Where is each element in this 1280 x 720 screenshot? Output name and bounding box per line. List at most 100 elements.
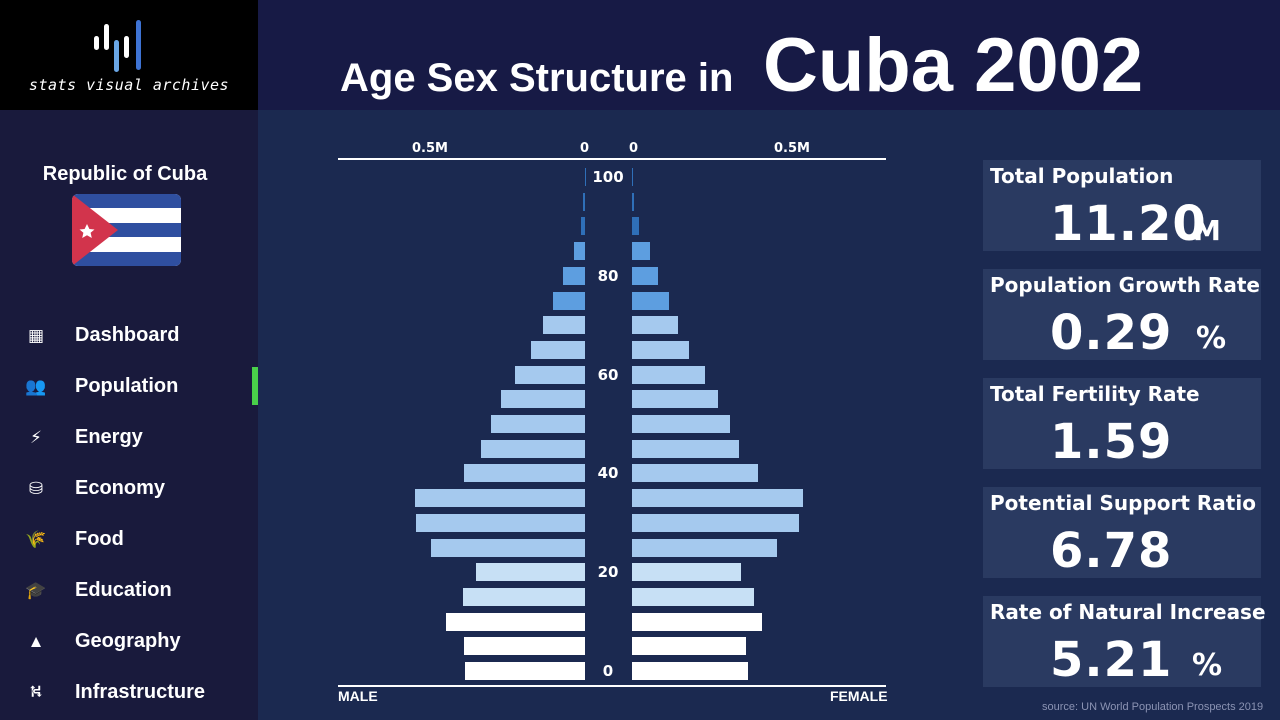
female-bar	[632, 266, 659, 285]
female-bar	[632, 563, 741, 582]
stat-title: Potential Support Ratio	[990, 491, 1256, 515]
flag-stripe	[72, 194, 181, 209]
sidebar-item-dashboard[interactable]: ▦ Dashboard	[0, 310, 258, 361]
male-bar	[430, 538, 585, 557]
sidebar-item-label: Energy	[75, 426, 143, 448]
sidebar-item-energy[interactable]: ⚡ Energy	[0, 412, 258, 463]
stat-card-potential-support-ratio: Potential Support Ratio 6.78	[983, 487, 1261, 579]
sidebar-item-infrastructure[interactable]: ⛕ Infrastructure	[0, 667, 258, 718]
age-tick-label: 40	[597, 464, 619, 483]
logo-bar	[136, 20, 141, 70]
male-bar	[475, 563, 585, 582]
sidebar-item-label: Geography	[75, 630, 181, 652]
graduation-cap-icon: 🎓	[25, 580, 47, 600]
flag-stripe	[72, 251, 181, 266]
female-bar	[632, 217, 639, 236]
sidebar-item-label: Food	[75, 528, 124, 550]
mountain-icon: ▲	[27, 631, 45, 651]
female-bar	[632, 489, 803, 508]
male-bar	[481, 439, 585, 458]
female-bar	[632, 365, 706, 384]
female-bar	[632, 192, 635, 211]
female-bar	[632, 291, 669, 310]
active-indicator	[252, 367, 258, 405]
sidebar-item-population[interactable]: 👥 Population	[0, 361, 258, 412]
bar-chart-logo-icon	[94, 16, 154, 72]
stat-value: 0.29	[1050, 305, 1173, 361]
stat-title: Total Fertility Rate	[990, 382, 1200, 406]
female-bar	[632, 390, 719, 409]
female-bar	[632, 168, 633, 186]
male-bar	[542, 316, 585, 335]
female-bar	[632, 637, 747, 656]
country-name: Republic of Cuba	[42, 163, 208, 185]
male-bar	[414, 489, 585, 508]
female-bar	[632, 464, 758, 483]
brand-name: stats visual archives	[28, 76, 230, 94]
stat-unit: M	[1193, 214, 1221, 247]
header: Age Sex Structure in Cuba 2002	[258, 0, 1280, 110]
stat-value: 11.20	[1050, 196, 1207, 252]
lightning-icon: ⚡	[30, 427, 42, 447]
x-tick-label: 0.5M	[412, 141, 448, 156]
female-bar	[632, 612, 763, 631]
stat-title: Total Population	[990, 164, 1174, 188]
logo-bar	[104, 24, 109, 50]
sidebar-item-economy[interactable]: ⛁ Economy	[0, 463, 258, 514]
female-label: FEMALE	[830, 688, 888, 704]
sidebar-item-label: Population	[75, 375, 179, 397]
male-bar	[531, 340, 585, 359]
age-tick-label: 60	[597, 365, 619, 384]
male-bar	[573, 242, 585, 261]
bottom-axis-line	[338, 685, 886, 687]
source-note: source: UN World Population Prospects 20…	[1042, 701, 1264, 713]
sidebar-item-geography[interactable]: ▲ Geography	[0, 616, 258, 667]
male-bar	[515, 365, 585, 384]
brand-logo[interactable]: stats visual archives	[0, 0, 258, 110]
x-tick-label: 0	[629, 141, 639, 156]
male-bar	[583, 192, 585, 211]
logo-bar	[124, 36, 129, 58]
flag-triangle	[72, 194, 118, 266]
male-bar	[553, 291, 585, 310]
male-bar	[416, 513, 585, 532]
age-tick-label: 80	[597, 266, 619, 285]
male-bar	[462, 587, 585, 606]
stat-value: 6.78	[1050, 523, 1173, 579]
stat-value: 1.59	[1050, 414, 1173, 470]
x-tick-label: 0.5M	[774, 141, 810, 156]
logo-bar	[114, 40, 119, 72]
female-bar	[632, 242, 650, 261]
stat-card-total-population: Total Population 11.20 M	[983, 160, 1261, 252]
male-bar	[500, 390, 585, 409]
female-bar	[632, 340, 689, 359]
male-label: MALE	[338, 688, 378, 704]
stat-unit: %	[1196, 321, 1227, 356]
sidebar-item-label: Infrastructure	[75, 681, 206, 703]
page-title-prefix: Age Sex Structure in	[340, 56, 734, 100]
male-bar	[580, 217, 585, 236]
coins-icon: ⛁	[28, 478, 44, 498]
stat-card-population-growth-rate: Population Growth Rate 0.29%	[983, 269, 1261, 361]
page-title-main: Cuba 2002	[763, 23, 1144, 108]
stat-value: 5.21	[1050, 632, 1173, 688]
sidebar-item-food[interactable]: 🌾 Food	[0, 514, 258, 565]
stat-card-rate-of-natural-increase: Rate of Natural Increase 5.21%	[983, 596, 1266, 688]
stat-unit: %	[1192, 648, 1223, 683]
female-bar	[632, 587, 755, 606]
sidebar-item-label: Dashboard	[75, 324, 180, 346]
sidebar-item-education[interactable]: 🎓 Education	[0, 565, 258, 616]
female-bar	[632, 316, 678, 335]
stat-title: Rate of Natural Increase	[990, 600, 1266, 624]
sidebar-item-label: Education	[75, 579, 172, 601]
female-bar	[632, 662, 749, 680]
people-icon: 👥	[25, 376, 47, 396]
logo-bar	[94, 36, 99, 50]
male-bar	[464, 464, 585, 483]
x-tick-label: 0	[580, 141, 590, 156]
age-tick-label: 20	[597, 563, 619, 582]
female-bar	[632, 513, 800, 532]
female-bar	[632, 439, 739, 458]
road-icon: ⛕	[29, 681, 43, 701]
